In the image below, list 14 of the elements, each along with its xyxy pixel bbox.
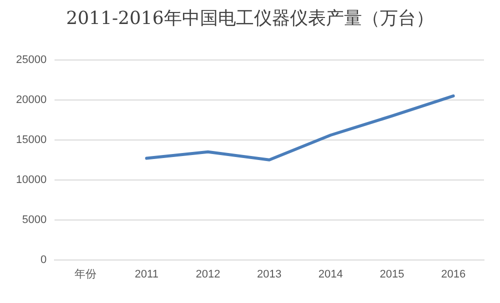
x-tick-label: 2016 — [441, 268, 466, 280]
x-tick-label: 2014 — [318, 268, 343, 280]
y-tick-label: 25000 — [16, 54, 47, 66]
chart-title: 2011-2016年中国电工仪器仪表产量（万台） — [65, 7, 435, 30]
x-tick-label: 2015 — [380, 268, 404, 280]
y-tick-label: 10000 — [16, 174, 47, 186]
x-tick-label: 2013 — [257, 268, 282, 280]
y-tick-label: 5000 — [22, 214, 47, 226]
y-tick-label: 20000 — [16, 94, 47, 106]
x-tick-label: 2011 — [134, 268, 158, 280]
x-tick-label: 年份 — [74, 268, 96, 280]
y-tick-label: 0 — [40, 254, 47, 266]
y-tick-label: 15000 — [16, 134, 47, 146]
x-tick-label: 2012 — [196, 268, 220, 280]
